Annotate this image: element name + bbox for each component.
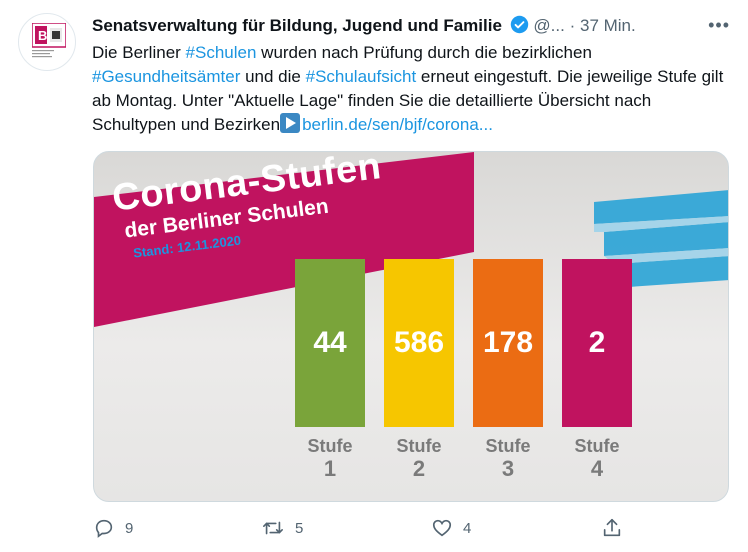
tweet-text: Die Berliner #Schulen wurden nach Prüfun…	[92, 41, 732, 137]
level-bar-3: 178	[473, 259, 543, 427]
svg-text:B: B	[38, 28, 47, 43]
retweet-icon	[263, 521, 283, 535]
reply-button[interactable]: 9	[93, 514, 133, 542]
stufe-word: Stufe	[485, 436, 531, 456]
reply-icon	[95, 519, 113, 538]
level-label-4: Stufe 4	[562, 435, 632, 481]
retweet-count: 5	[295, 519, 304, 537]
text-segment: Die Berliner	[92, 43, 186, 62]
reply-count: 9	[125, 519, 134, 537]
stufe-number: 4	[590, 456, 604, 481]
stufe-number: 1	[323, 456, 337, 481]
level-count: 2	[588, 326, 606, 359]
hashtag-schulen[interactable]: #Schulen	[185, 43, 257, 62]
berlin-bear-logo-icon: B	[32, 23, 66, 58]
level-count: 586	[393, 326, 445, 359]
author-handle[interactable]: @...	[533, 16, 565, 35]
text-segment: und die	[240, 67, 306, 86]
separator-dot: ·	[569, 16, 576, 35]
level-count: 44	[313, 326, 347, 359]
level-bar-1: 44	[295, 259, 365, 427]
like-button[interactable]: 4	[431, 514, 471, 542]
tweet-header: Senatsverwaltung für Bildung, Jugend und…	[92, 14, 730, 38]
share-button[interactable]	[601, 514, 633, 542]
stufe-word: Stufe	[574, 436, 620, 456]
author-name[interactable]: Senatsverwaltung für Bildung, Jugend und…	[92, 16, 502, 35]
stufe-word: Stufe	[396, 436, 442, 456]
stufe-word: Stufe	[307, 436, 353, 456]
stufe-number: 2	[412, 456, 426, 481]
play-button-icon	[280, 113, 301, 133]
stufe-number: 3	[501, 456, 515, 481]
verified-badge-icon	[510, 15, 528, 34]
timestamp[interactable]: 37 Min.	[579, 16, 636, 35]
text-segment: erneut eingestuft. Die jeweilige Stufe g…	[92, 67, 724, 134]
heart-icon	[432, 519, 452, 537]
hashtag-schulaufsicht[interactable]: #Schulaufsicht	[305, 67, 417, 86]
level-label-3: Stufe 3	[473, 435, 543, 481]
retweet-button[interactable]: 5	[261, 514, 303, 542]
card-background-graphic	[94, 152, 728, 327]
more-options-icon[interactable]: •••	[708, 15, 730, 35]
level-bar-4: 2	[562, 259, 632, 427]
text-segment: wurden nach Prüfung durch die bezirklich…	[256, 43, 592, 62]
tweet-actions: 9 5 4	[93, 514, 733, 542]
hashtag-gesundheitsaemter[interactable]: #Gesundheitsämter	[92, 67, 241, 86]
like-count: 4	[463, 519, 472, 537]
avatar[interactable]: B	[18, 13, 76, 71]
level-bar-2: 586	[384, 259, 454, 427]
share-icon	[603, 518, 621, 537]
media-card[interactable]: Corona-Stufen der Berliner Schulen Stand…	[93, 151, 729, 502]
url-link[interactable]: berlin.de/sen/bjf/corona...	[302, 115, 493, 134]
level-label-1: Stufe 1	[295, 435, 365, 481]
level-label-2: Stufe 2	[384, 435, 454, 481]
level-count: 178	[482, 326, 534, 359]
